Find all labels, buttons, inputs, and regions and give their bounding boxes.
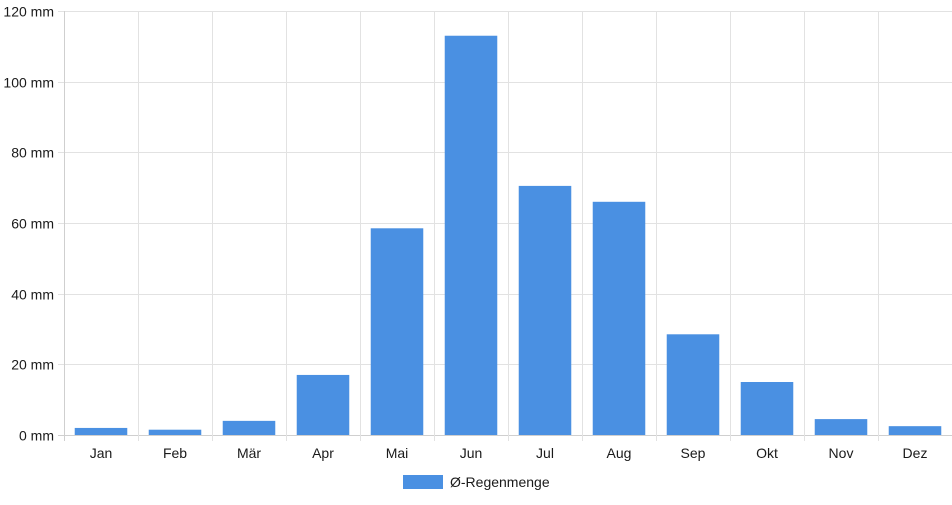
x-tick-label: Mai (386, 445, 409, 461)
x-tick-label: Dez (903, 445, 928, 461)
axis-layer: 0 mm 20 mm 40 mm 60 mm 80 mm 100 mm 120 mm Jan F… (3, 4, 927, 462)
x-tick-label: Jul (536, 445, 554, 461)
bar-Mai[interactable] (370, 228, 424, 435)
bar-Mär[interactable] (222, 420, 276, 435)
bar-Nov[interactable] (814, 419, 868, 435)
legend[interactable]: Ø-Regenmenge (403, 474, 550, 490)
bar-Aug[interactable] (592, 201, 646, 435)
legend-label[interactable]: Ø-Regenmenge (450, 474, 550, 490)
y-tick-label: 120 mm (3, 4, 54, 20)
bar-Apr[interactable] (296, 374, 350, 435)
x-tick-label: Sep (681, 445, 706, 461)
x-tick-label: Jan (90, 445, 113, 461)
bar-Okt[interactable] (740, 382, 794, 435)
x-tick-label: Aug (607, 445, 632, 461)
y-tick-label: 0 mm (19, 428, 54, 444)
y-tick-label: 100 mm (3, 75, 54, 91)
y-tick-label: 20 mm (11, 357, 54, 373)
x-tick-label: Nov (829, 445, 854, 461)
x-tick-label: Jun (460, 445, 483, 461)
y-tick-label: 40 mm (11, 287, 54, 303)
y-tick-label: 80 mm (11, 145, 54, 161)
y-tick-label: 60 mm (11, 216, 54, 232)
x-tick-label: Okt (756, 445, 778, 461)
bars-layer (74, 35, 942, 435)
bar-Dez[interactable] (888, 426, 942, 435)
grid-layer (58, 11, 952, 441)
x-tick-label: Feb (163, 445, 187, 461)
bar-Jul[interactable] (518, 185, 572, 435)
legend-swatch[interactable] (403, 475, 443, 489)
bar-Jun[interactable] (444, 35, 498, 435)
bar-Feb[interactable] (148, 429, 202, 435)
bar-Sep[interactable] (666, 334, 720, 435)
x-tick-label: Apr (312, 445, 334, 461)
x-tick-label: Mär (237, 445, 261, 461)
bar-Jan[interactable] (74, 427, 128, 435)
